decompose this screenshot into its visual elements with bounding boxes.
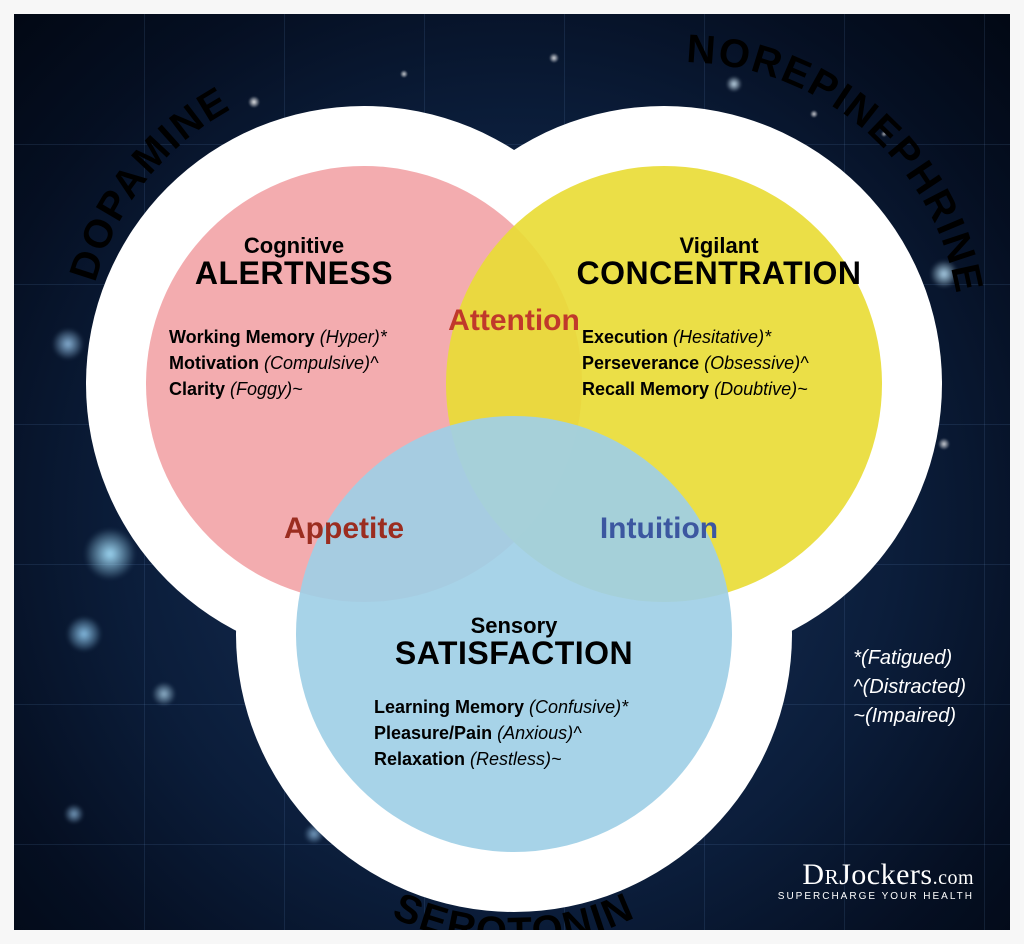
dopamine-traits: Working Memory (Hyper)*Motivation (Compu…: [169, 324, 469, 402]
watermark-prefix: Dr: [802, 858, 839, 891]
outer-frame: DOPAMINE NOREPINEPHRINE SEROTONIN Cognit…: [0, 0, 1024, 944]
watermark-name: Jockers: [839, 858, 932, 891]
serotonin-traits: Learning Memory (Confusive)*Pleasure/Pai…: [374, 694, 714, 772]
dopamine-subtitle: Cognitive: [154, 234, 434, 257]
serotonin-subtitle: Sensory: [354, 614, 674, 637]
norepinephrine-header: Vigilant CONCENTRATION: [554, 234, 884, 291]
norepinephrine-title: CONCENTRATION: [554, 257, 884, 291]
serotonin-title: SATISFACTION: [354, 637, 674, 671]
overlap-intuition: Intuition: [559, 512, 759, 546]
serotonin-header: Sensory SATISFACTION: [354, 614, 674, 671]
legend: *(Fatigued)^(Distracted)~(Impaired): [853, 644, 966, 731]
dopamine-title: ALERTNESS: [154, 257, 434, 291]
dopamine-header: Cognitive ALERTNESS: [154, 234, 434, 291]
infographic-stage: DOPAMINE NOREPINEPHRINE SEROTONIN Cognit…: [0, 0, 1024, 944]
norepinephrine-subtitle: Vigilant: [554, 234, 884, 257]
watermark-tagline: SUPERCHARGE YOUR HEALTH: [778, 892, 974, 902]
watermark-suffix: .com: [933, 867, 974, 889]
watermark: DrJockers.com SUPERCHARGE YOUR HEALTH: [778, 860, 974, 902]
overlap-attention: Attention: [434, 304, 594, 338]
norepinephrine-traits: Execution (Hesitative)*Perseverance (Obs…: [582, 324, 902, 402]
venn-diagram: DOPAMINE NOREPINEPHRINE SEROTONIN: [14, 14, 1024, 944]
overlap-appetite: Appetite: [244, 512, 444, 546]
watermark-main: DrJockers.com: [778, 860, 974, 890]
